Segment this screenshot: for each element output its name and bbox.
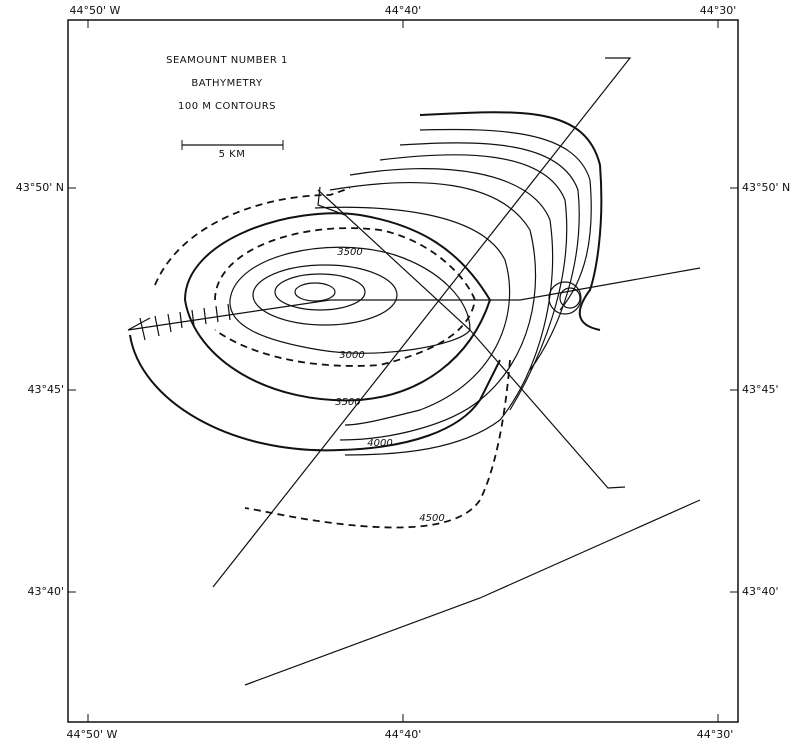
latitude-label: 43°40' [742, 585, 779, 598]
contours [130, 112, 601, 527]
map-title: BATHYMETRY [191, 78, 263, 89]
longitude-label: 44°30' [697, 728, 734, 741]
contour-label: 4000 [367, 438, 392, 449]
frame [68, 20, 738, 722]
latitude-label: 43°50' N [742, 181, 790, 194]
contour-label: 3000 [339, 350, 364, 361]
longitude-label: 44°50' W [67, 728, 118, 741]
contour-label: 4500 [419, 513, 444, 524]
latitude-label: 43°45' [27, 383, 64, 396]
frame-ticks [68, 20, 738, 722]
latitude-label: 43°50' N [16, 181, 64, 194]
contour-label: 3500 [337, 247, 362, 258]
contour-label: 3500 [335, 397, 360, 408]
map-title: 100 M CONTOURS [178, 101, 276, 112]
longitude-label: 44°30' [700, 4, 737, 17]
latitude-label: 43°45' [742, 383, 779, 396]
latitude-label: 43°40' [27, 585, 64, 598]
map: 5 KM SEAMOUNT NUMBER 1 BATHYMETRY 100 M … [0, 0, 808, 745]
longitude-label: 44°40' [385, 4, 422, 17]
scale-label: 5 KM [219, 149, 246, 160]
track-lines [128, 58, 700, 685]
longitude-label: 44°50' W [70, 4, 121, 17]
map-title: SEAMOUNT NUMBER 1 [166, 55, 288, 66]
longitude-label: 44°40' [385, 728, 422, 741]
